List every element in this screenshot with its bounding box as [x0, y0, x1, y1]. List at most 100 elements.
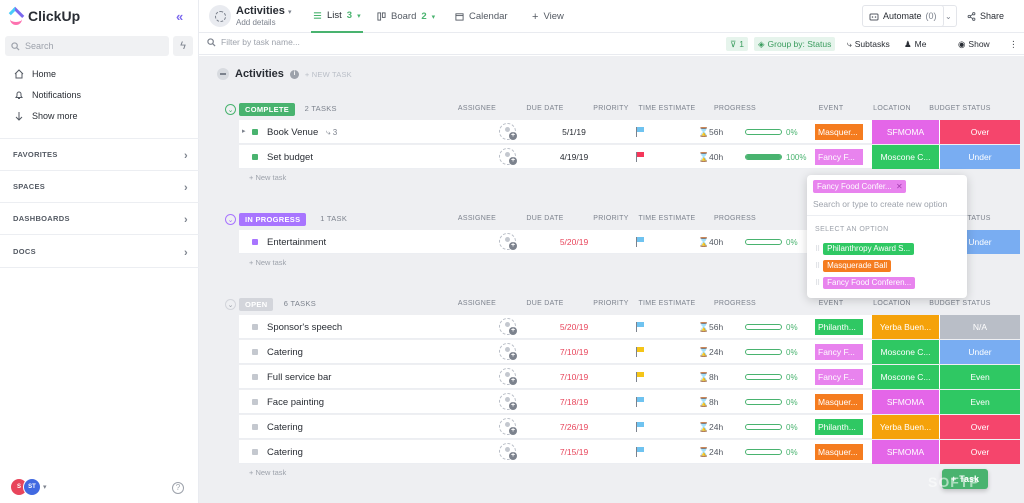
column-header[interactable]: DUE DATE [526, 105, 564, 112]
column-header[interactable]: ASSIGNEE [457, 300, 497, 307]
sidebar-item-notifications[interactable]: Notifications [14, 90, 81, 100]
help-icon[interactable]: ? [172, 482, 184, 494]
time-estimate[interactable]: 40h [709, 152, 724, 162]
event-tag[interactable]: Masquer... [815, 444, 863, 460]
location-cell[interactable]: SFMOMA [872, 440, 939, 464]
sidebar-search-input[interactable]: Search [5, 36, 169, 56]
due-date[interactable]: 5/1/19 [562, 127, 586, 137]
status-badge[interactable]: OPEN [239, 298, 274, 311]
filter-button[interactable]: ⊽ 1 [726, 37, 748, 51]
dropdown-option[interactable]: ⠿ Philanthropy Award S... [815, 243, 915, 255]
progress-bar[interactable] [745, 239, 782, 245]
progress-bar[interactable] [745, 129, 782, 135]
collapse-list-icon[interactable] [217, 68, 229, 80]
assignee-add-icon[interactable] [499, 233, 517, 250]
task-name[interactable]: Face painting [267, 397, 325, 408]
budget-status-cell[interactable]: Under [940, 145, 1020, 169]
due-date[interactable]: 7/26/19 [559, 422, 589, 432]
column-header[interactable]: PROGRESS [713, 105, 757, 112]
location-cell[interactable]: SFMOMA [872, 120, 939, 144]
column-header[interactable]: LOCATION [873, 105, 911, 112]
progress-bar[interactable] [745, 324, 782, 330]
drag-handle-icon[interactable]: ⠿ [815, 280, 820, 287]
location-cell[interactable]: Moscone C... [872, 365, 939, 389]
priority-flag-icon[interactable] [636, 152, 645, 162]
clickup-logo[interactable]: ClickUp [9, 8, 80, 25]
task-name[interactable]: Catering [267, 447, 303, 458]
task-name[interactable]: Catering [267, 422, 303, 433]
assignee-add-icon[interactable] [499, 148, 517, 165]
automate-button[interactable]: Automate (0) [862, 5, 944, 27]
due-date[interactable]: 7/10/19 [559, 347, 589, 357]
collapse-group-icon[interactable]: ⌄ [225, 104, 236, 115]
column-header[interactable]: LOCATION [873, 300, 911, 307]
table-row[interactable]: Catering 7/15/19 ⌛24h 0% Masquer... SFMOMAOve… [239, 440, 1020, 464]
progress-bar[interactable] [745, 154, 782, 160]
progress-bar[interactable] [745, 399, 782, 405]
time-estimate[interactable]: 24h [709, 422, 724, 432]
event-tag[interactable]: Fancy F... [815, 369, 863, 385]
table-row[interactable]: Full service bar 7/10/19 ⌛8h 0% Fancy F... Mo… [239, 365, 1020, 389]
time-estimate[interactable]: 56h [709, 127, 724, 137]
time-estimate[interactable]: 56h [709, 322, 724, 332]
priority-flag-icon[interactable] [636, 127, 645, 137]
column-header[interactable]: ASSIGNEE [457, 215, 497, 222]
due-date[interactable]: 5/20/19 [559, 237, 589, 247]
selected-option-tag[interactable]: Fancy Food Confer... ✕ [813, 180, 906, 193]
location-cell[interactable]: Yerba Buen... [872, 415, 939, 439]
task-name[interactable]: Sponsor's speech [267, 322, 343, 333]
time-estimate[interactable]: 8h [709, 397, 719, 407]
event-tag[interactable]: Fancy F... [815, 149, 863, 165]
status-dot[interactable] [252, 129, 258, 135]
dropdown-option[interactable]: ⠿ Fancy Food Conferen... [815, 277, 916, 289]
priority-flag-icon[interactable] [636, 372, 645, 382]
event-tag[interactable]: Philanth... [815, 319, 863, 335]
budget-status-cell[interactable]: Over [940, 120, 1020, 144]
sidebar-item-show-more[interactable]: Show more [14, 111, 78, 121]
table-row[interactable]: ▸ Book Venue ⤷ 3 5/1/19 ⌛56h 0% Masquer... SFMO… [239, 120, 1020, 144]
assignee-add-icon[interactable] [499, 368, 517, 385]
sidebar-section-favorites[interactable]: FAVORITES › [13, 150, 188, 162]
chevron-down-icon[interactable]: ▾ [43, 484, 47, 491]
time-estimate[interactable]: 24h [709, 347, 724, 357]
new-task-link[interactable]: + New task [249, 258, 287, 267]
status-dot[interactable] [252, 399, 258, 405]
quick-action-bolt-icon[interactable]: ϟ [173, 36, 193, 56]
time-estimate[interactable]: 8h [709, 372, 719, 382]
tab-board[interactable]: Board 2 ▾ [377, 0, 435, 33]
column-header[interactable]: DUE DATE [526, 215, 564, 222]
space-icon[interactable] [209, 5, 231, 27]
status-dot[interactable] [252, 374, 258, 380]
location-cell[interactable]: Moscone C... [872, 340, 939, 364]
tab-add-view[interactable]: + View [532, 0, 564, 33]
location-cell[interactable]: SFMOMA [872, 390, 939, 414]
remove-icon[interactable]: ✕ [896, 182, 903, 191]
event-tag[interactable]: Philanth... [815, 419, 863, 435]
progress-bar[interactable] [745, 424, 782, 430]
column-header[interactable]: DUE DATE [526, 300, 564, 307]
due-date[interactable]: 7/10/19 [559, 372, 589, 382]
table-row[interactable]: Face painting 7/18/19 ⌛8h 0% Masquer... SFMOM… [239, 390, 1020, 414]
time-estimate[interactable]: 40h [709, 237, 724, 247]
progress-bar[interactable] [745, 449, 782, 455]
priority-flag-icon[interactable] [636, 447, 645, 457]
column-header[interactable]: BUDGET STATUS [929, 300, 991, 307]
task-name[interactable]: Set budget [267, 152, 313, 163]
column-header[interactable]: PRIORITY [593, 215, 629, 222]
status-dot[interactable] [252, 239, 258, 245]
status-dot[interactable] [252, 349, 258, 355]
status-dot[interactable] [252, 324, 258, 330]
assignee-add-icon[interactable] [499, 443, 517, 460]
column-header[interactable]: PROGRESS [713, 215, 757, 222]
due-date[interactable]: 4/19/19 [559, 152, 589, 162]
status-dot[interactable] [252, 449, 258, 455]
status-dot[interactable] [252, 154, 258, 160]
new-task-link[interactable]: + New task [249, 468, 287, 477]
column-header[interactable]: PRIORITY [593, 300, 629, 307]
priority-flag-icon[interactable] [636, 237, 645, 247]
table-row[interactable]: Catering 7/10/19 ⌛24h 0% Fancy F... Moscone C… [239, 340, 1020, 364]
task-name[interactable]: Entertainment [267, 237, 327, 248]
priority-flag-icon[interactable] [636, 347, 645, 357]
more-options-icon[interactable]: ⋮ [1009, 38, 1018, 49]
add-details-link[interactable]: Add details [236, 18, 276, 27]
